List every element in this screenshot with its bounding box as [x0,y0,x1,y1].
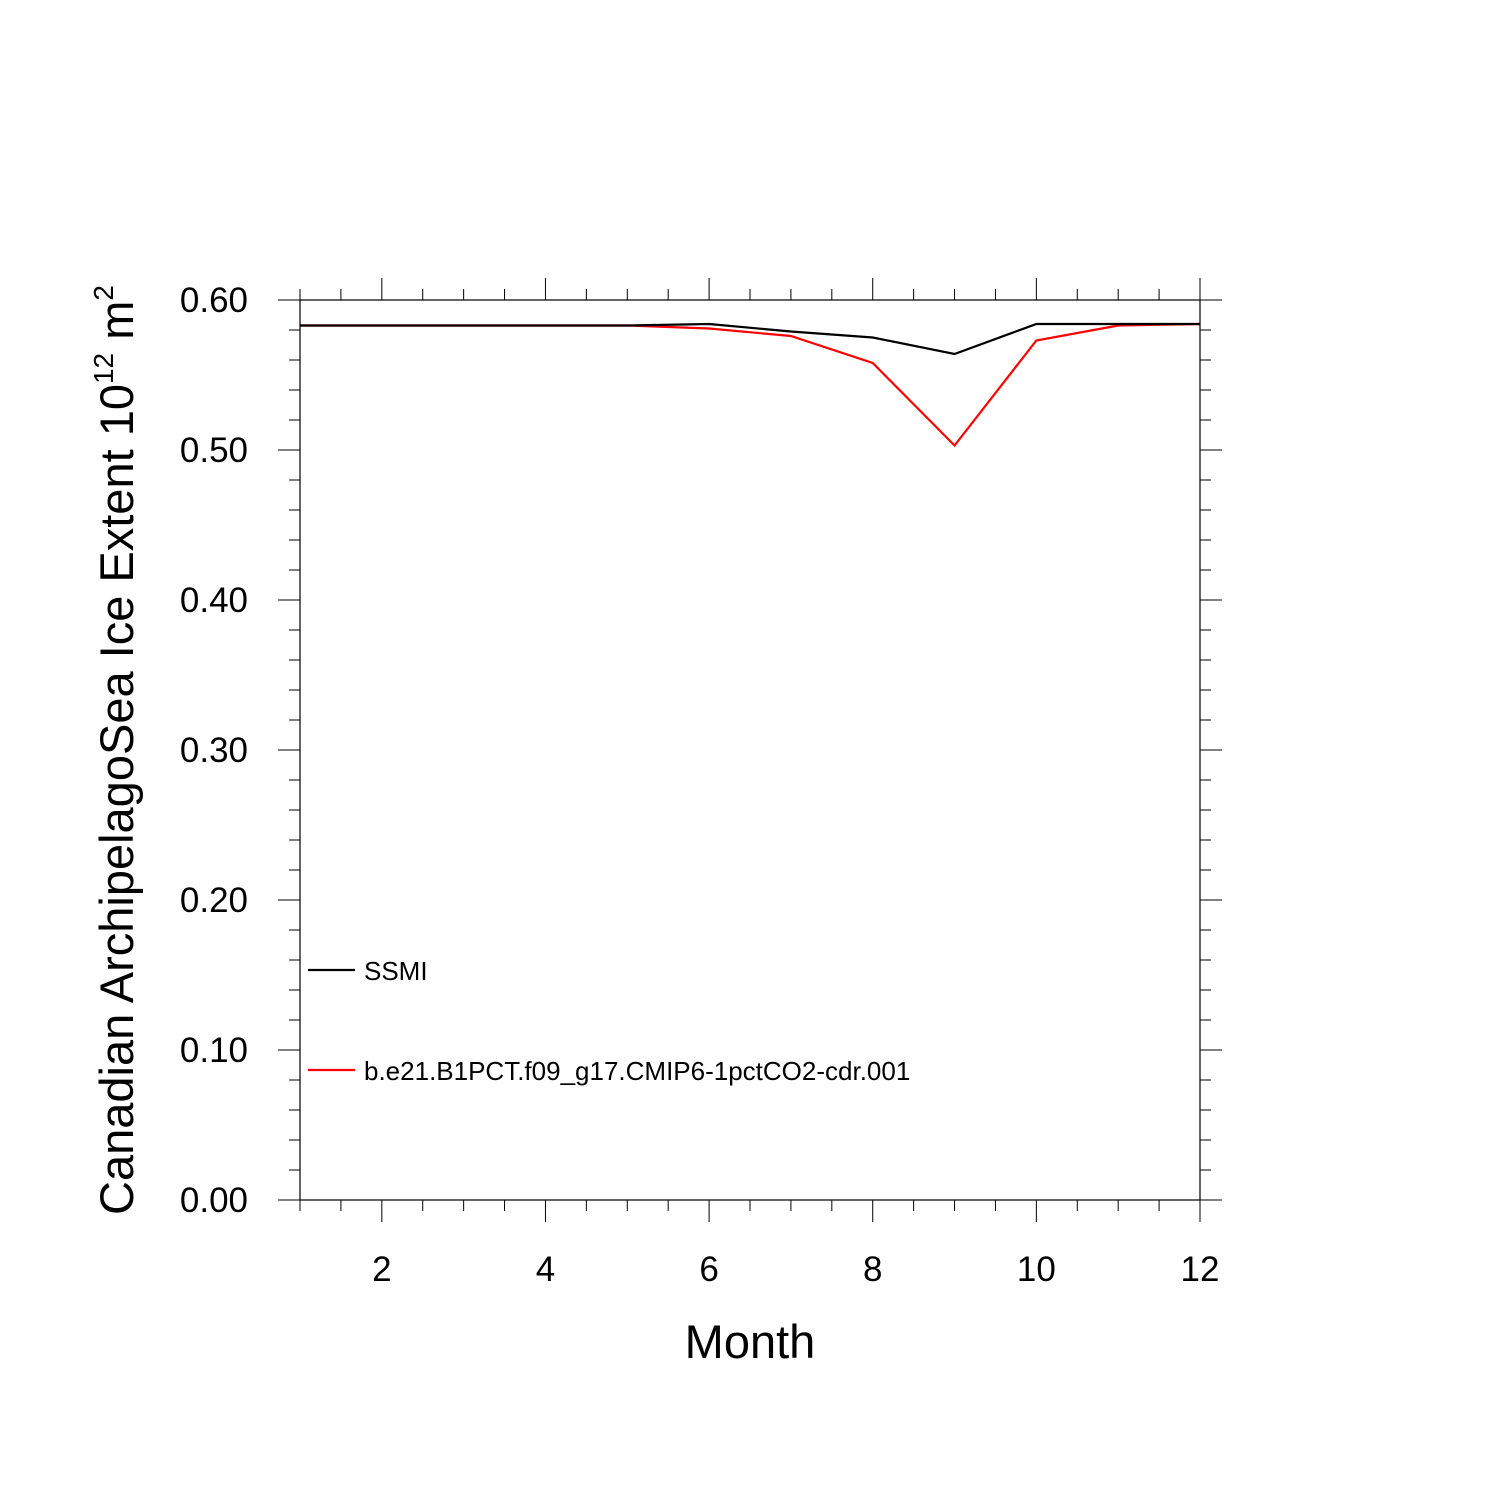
y-axis-title-exponent: 12 [88,353,119,384]
legend: SSMI b.e21.B1PCT.f09_g17.CMIP6-1pctCO2-cd… [308,956,910,1086]
axis-ticks [278,278,1222,1222]
y-tick-label: 0.50 [180,431,248,470]
series-line-model [300,322,1201,448]
x-tick-label: 10 [1017,1250,1056,1289]
y-tick-label: 0.40 [180,581,248,620]
x-tick-label: 2 [372,1250,391,1289]
plot-lines [300,322,1201,448]
y-axis-title-unit: m [90,301,143,353]
legend-label: SSMI [364,956,428,986]
legend-label: b.e21.B1PCT.f09_g17.CMIP6-1pctCO2-cdr.00… [364,1056,910,1086]
y-tick-label: 0.00 [180,1181,248,1220]
x-tick-label: 4 [536,1250,555,1289]
y-tick-label: 0.20 [180,881,248,920]
y-axis-title: Canadian ArchipelagoSea Ice Extent 1012 … [88,285,143,1215]
x-tick-label: 8 [863,1250,882,1289]
y-axis-title-text: Canadian ArchipelagoSea Ice Extent 10 [90,384,143,1215]
y-tick-label: 0.30 [180,731,248,770]
x-tick-label: 6 [699,1250,718,1289]
y-tick-label: 0.60 [180,281,248,320]
x-axis-title: Month [685,1315,816,1368]
y-tick-label: 0.10 [180,1031,248,1070]
series-line-ssmi [300,322,1200,356]
y-axis-title-unit-exponent: 2 [88,285,119,301]
tick-labels: 2 4 6 8 10 12 0.00 0.10 0.20 0.30 0.40 0.50 0.60 [180,281,1220,1289]
plot-frame [299,299,1201,1201]
x-tick-label: 12 [1181,1250,1220,1289]
